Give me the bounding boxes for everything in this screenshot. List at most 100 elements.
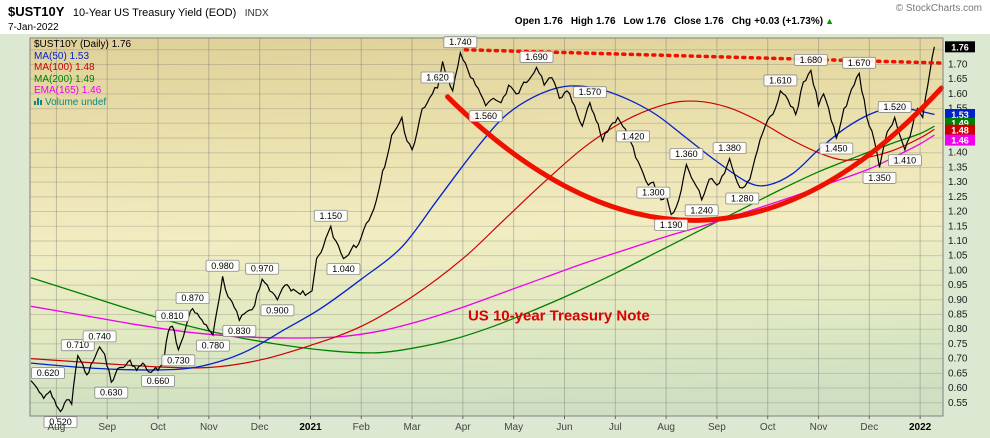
y-axis-label: 1.00 <box>948 265 968 276</box>
x-axis-label: Feb <box>353 422 371 433</box>
price-point-label: 1.300 <box>642 188 665 198</box>
x-axis-label: Oct <box>150 422 166 433</box>
price-point-label-box <box>616 130 650 143</box>
price-point-label: 0.870 <box>181 293 204 303</box>
price-point-label-box <box>862 172 897 184</box>
axis-value-box <box>945 108 975 120</box>
price-point-label-box <box>175 292 210 305</box>
y-axis-label: 1.25 <box>948 192 968 203</box>
x-axis-label: Oct <box>760 422 776 433</box>
y-axis-label: 0.55 <box>948 398 968 409</box>
price-point-label: 1.570 <box>579 87 602 97</box>
y-axis-label: 1.20 <box>948 207 968 218</box>
price-point-label-box <box>887 154 922 167</box>
price-point-label-box <box>222 324 257 337</box>
legend-item: $UST10Y (Daily) 1.76 <box>34 39 132 50</box>
y-axis-label: 0.85 <box>948 310 968 321</box>
high-value: 1.76 <box>596 16 616 27</box>
open-label: Open <box>514 16 541 27</box>
open-value: 1.76 <box>543 16 563 27</box>
price-point-label: 1.360 <box>675 149 698 159</box>
price-point-label: 0.620 <box>37 368 60 378</box>
price-point-label-box <box>326 263 361 276</box>
x-axis-label: Aug <box>48 422 66 433</box>
legend-item: MA(100) 1.48 <box>34 62 95 73</box>
price-point-label-box <box>31 367 65 380</box>
axis-value-box-label: 1.49 <box>951 119 969 129</box>
price-point-label-box <box>519 51 554 63</box>
price-point-label: 0.710 <box>66 340 89 350</box>
y-axis-label: 1.40 <box>948 148 968 159</box>
price-point-label-box <box>654 219 689 231</box>
price-point-label-box <box>725 192 760 205</box>
x-axis-label: 2021 <box>299 422 322 433</box>
price-point-label: 0.630 <box>100 388 123 398</box>
x-axis-label: Aug <box>657 422 675 433</box>
price-point-label: 1.680 <box>800 55 823 65</box>
exchange-tag: INDX <box>244 8 269 19</box>
plot-border <box>29 37 944 417</box>
x-axis-label: Nov <box>810 422 828 433</box>
chart-header: $UST10Y 10-Year US Treasury Yield (EOD) … <box>0 0 990 34</box>
x-axis-label: May <box>504 422 523 433</box>
price-point-label: 1.560 <box>474 111 497 121</box>
y-axis-label: 1.10 <box>948 236 968 247</box>
y-axis-label: 0.65 <box>948 368 968 379</box>
chart-header-left: $UST10Y 10-Year US Treasury Yield (EOD) … <box>8 3 269 34</box>
price-point-label: 0.730 <box>167 355 190 365</box>
axis-value-box-label: 1.53 <box>951 110 969 120</box>
x-axis-label: Mar <box>403 422 421 433</box>
price-point-label: 1.450 <box>825 144 848 154</box>
price-point-label-box <box>684 204 719 217</box>
price-point-label: 1.740 <box>449 37 472 47</box>
low-value: 1.76 <box>646 16 666 27</box>
page-title: 10-Year US Treasury Yield (EOD) <box>72 7 237 19</box>
annotation-text: US 10-year Treasury Note <box>468 307 650 324</box>
price-point-label: 1.610 <box>769 75 792 85</box>
axis-value-box <box>945 134 975 146</box>
ohlc-row: Open 1.76 High 1.76 Low 1.76 Close 1.76 Chg +0.03… <box>515 16 834 27</box>
price-point-label-box <box>161 354 196 367</box>
x-axis-label: Apr <box>455 422 471 433</box>
price-point-label: 0.660 <box>147 376 170 386</box>
price-point-label-box <box>313 209 348 222</box>
price-point-label-box <box>877 101 912 113</box>
legend-item: MA(50) 1.53 <box>34 50 90 62</box>
x-axis-label: Jun <box>556 422 572 433</box>
price-point-label-box <box>205 259 240 272</box>
chg-up-arrow-icon: ▲ <box>825 16 834 26</box>
y-axis-label: 1.15 <box>948 221 968 232</box>
price-point-label-box <box>260 304 295 317</box>
price-point-label-box <box>443 36 478 49</box>
price-point-label-box <box>819 142 854 155</box>
y-axis-label: 0.90 <box>948 295 968 306</box>
y-axis-label: 0.60 <box>948 383 968 394</box>
price-point-label: 1.690 <box>525 52 548 62</box>
close-value: 1.76 <box>704 16 724 27</box>
price-point-label-box <box>572 86 607 99</box>
legend-item: Volume undef <box>34 97 131 109</box>
symbol: $UST10Y <box>8 4 65 19</box>
ma200-line <box>30 125 935 354</box>
y-axis-label: 1.35 <box>948 162 968 173</box>
close-label: Close <box>673 16 702 27</box>
y-axis-label: 0.80 <box>948 324 968 335</box>
volume-bars-icon <box>34 97 43 109</box>
price-point-label-box <box>43 416 78 428</box>
axis-value-box-label: 1.46 <box>951 136 969 146</box>
legend-item: EMA(165) 1.46 <box>34 85 102 96</box>
price-point-label: 0.810 <box>161 311 184 321</box>
legend-item: MA(200) 1.49 <box>34 73 95 85</box>
axis-value-box <box>945 124 975 136</box>
x-axis-label: 2022 <box>909 422 932 433</box>
copyright: © StockCharts.com <box>895 3 982 14</box>
axis-value-box-label: 1.48 <box>951 126 969 136</box>
price-point-label-box <box>82 330 117 343</box>
price-point-label: 0.970 <box>251 264 274 274</box>
ma100-line <box>30 100 935 369</box>
chart-header-right: © StockCharts.com Open 1.76 High 1.76 Low 1.7… <box>515 3 982 34</box>
axis-value-box <box>945 41 975 53</box>
price-point-label: 1.410 <box>894 155 917 165</box>
y-axis-label: 0.75 <box>948 339 968 350</box>
